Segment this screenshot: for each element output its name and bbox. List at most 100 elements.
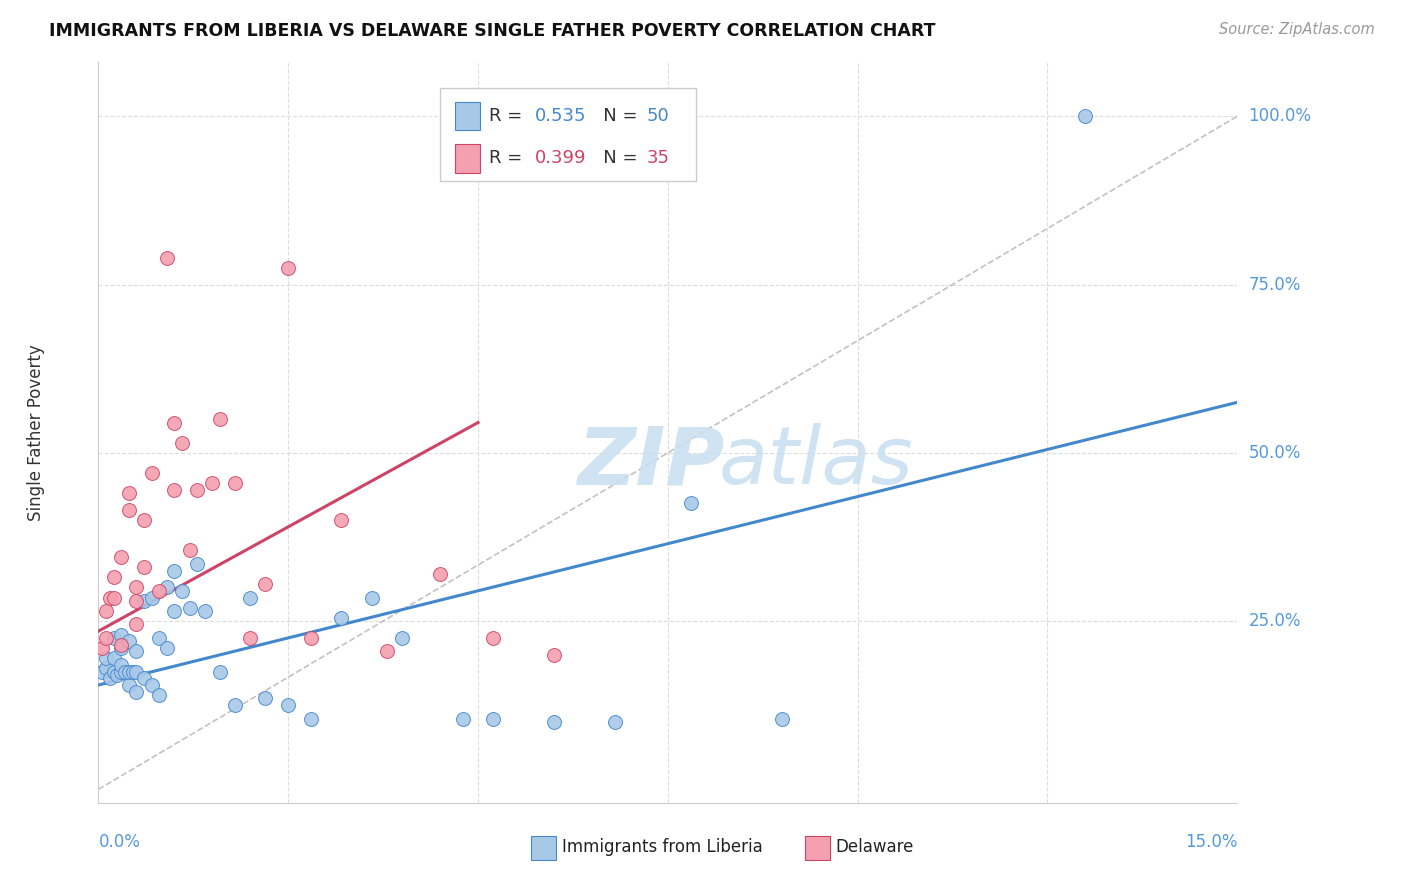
Point	[163, 483, 186, 497]
Point	[103, 665, 125, 679]
Point	[770, 712, 793, 726]
Text: 100.0%: 100.0%	[1249, 107, 1312, 125]
Point	[103, 651, 125, 665]
Point	[110, 550, 132, 565]
Point	[482, 712, 505, 726]
Text: 35: 35	[647, 150, 669, 168]
Point	[141, 678, 163, 692]
Point	[110, 640, 132, 655]
Text: R =: R =	[489, 107, 529, 125]
Point	[543, 714, 565, 729]
Point	[482, 631, 505, 645]
Point	[118, 665, 141, 679]
Point	[132, 594, 155, 608]
Point	[141, 466, 163, 480]
Text: 15.0%: 15.0%	[1185, 833, 1237, 851]
Point	[201, 476, 224, 491]
Point	[299, 712, 322, 726]
FancyBboxPatch shape	[456, 102, 479, 130]
Text: 0.399: 0.399	[534, 150, 586, 168]
Point	[121, 665, 143, 679]
Point	[360, 591, 382, 605]
Point	[679, 496, 702, 510]
FancyBboxPatch shape	[804, 836, 830, 860]
Point	[208, 665, 231, 679]
Point	[391, 631, 413, 645]
Point	[156, 640, 179, 655]
Point	[148, 631, 170, 645]
Point	[277, 698, 299, 713]
Point	[110, 627, 132, 641]
Point	[239, 631, 262, 645]
Point	[330, 513, 353, 527]
Point	[103, 570, 125, 584]
Point	[118, 486, 141, 500]
Text: Source: ZipAtlas.com: Source: ZipAtlas.com	[1219, 22, 1375, 37]
Point	[118, 678, 141, 692]
Text: 0.0%: 0.0%	[98, 833, 141, 851]
Point	[239, 591, 262, 605]
Text: Immigrants from Liberia: Immigrants from Liberia	[562, 838, 762, 856]
Text: 25.0%: 25.0%	[1249, 612, 1301, 630]
FancyBboxPatch shape	[456, 145, 479, 172]
Point	[186, 483, 208, 497]
Point	[94, 661, 117, 675]
Point	[94, 651, 117, 665]
Point	[179, 543, 201, 558]
Point	[163, 604, 186, 618]
Point	[186, 557, 208, 571]
Point	[110, 638, 132, 652]
Text: atlas: atlas	[718, 423, 914, 501]
FancyBboxPatch shape	[531, 836, 557, 860]
Point	[543, 648, 565, 662]
Point	[125, 685, 148, 699]
Point	[103, 631, 125, 645]
Point	[254, 691, 277, 706]
Point	[148, 583, 170, 598]
Point	[179, 600, 201, 615]
Point	[110, 657, 132, 672]
Point	[91, 665, 114, 679]
Point	[299, 631, 322, 645]
Point	[114, 665, 136, 679]
Point	[1074, 109, 1097, 123]
Point	[125, 644, 148, 658]
Point	[330, 611, 353, 625]
Point	[132, 513, 155, 527]
Point	[277, 260, 299, 275]
Point	[125, 665, 148, 679]
Point	[132, 671, 155, 685]
Point	[98, 671, 121, 685]
Point	[163, 564, 186, 578]
Text: Delaware: Delaware	[835, 838, 914, 856]
Point	[224, 476, 246, 491]
Point	[94, 604, 117, 618]
Text: Single Father Poverty: Single Father Poverty	[27, 344, 45, 521]
FancyBboxPatch shape	[440, 88, 696, 181]
Point	[170, 583, 193, 598]
Point	[603, 714, 626, 729]
Text: N =: N =	[586, 107, 643, 125]
Point	[194, 604, 217, 618]
Point	[125, 594, 148, 608]
Point	[141, 591, 163, 605]
Text: IMMIGRANTS FROM LIBERIA VS DELAWARE SINGLE FATHER POVERTY CORRELATION CHART: IMMIGRANTS FROM LIBERIA VS DELAWARE SING…	[49, 22, 936, 40]
Point	[208, 412, 231, 426]
Point	[429, 566, 451, 581]
Point	[118, 503, 141, 517]
Point	[98, 591, 121, 605]
Point	[156, 251, 179, 265]
Point	[110, 665, 132, 679]
Text: R =: R =	[489, 150, 529, 168]
Text: N =: N =	[586, 150, 643, 168]
Point	[125, 617, 148, 632]
Point	[118, 634, 141, 648]
Point	[94, 631, 117, 645]
Point	[107, 668, 129, 682]
Point	[103, 591, 125, 605]
Point	[156, 581, 179, 595]
Text: 75.0%: 75.0%	[1249, 276, 1301, 293]
Text: 0.535: 0.535	[534, 107, 586, 125]
Point	[375, 644, 398, 658]
Text: 50: 50	[647, 107, 669, 125]
